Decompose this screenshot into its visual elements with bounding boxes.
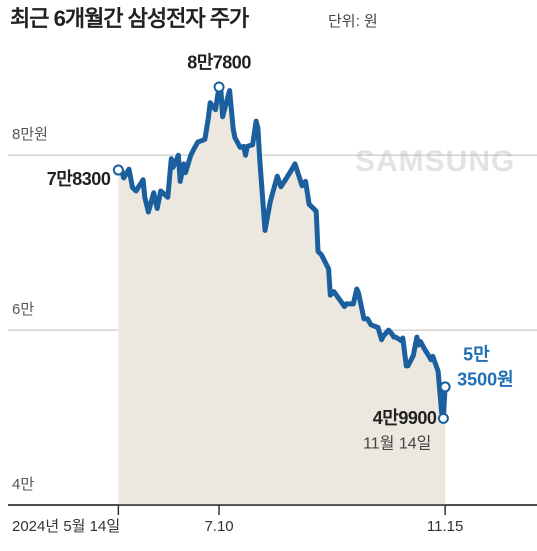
annotation: 8만7800 — [187, 53, 251, 73]
point-marker — [439, 381, 451, 393]
point-marker — [112, 164, 124, 176]
y-tick-label: 4만 — [12, 476, 34, 493]
unit-label: 단위: 원 — [328, 13, 378, 30]
logo-watermark: SAMSUNG — [355, 145, 515, 178]
annotation: 11월 14일 — [363, 435, 431, 453]
line — [115, 84, 448, 421]
x-tick-label: 7.10 — [204, 518, 233, 535]
point-marker — [437, 412, 449, 424]
annotation: 3500원 — [457, 370, 514, 390]
chart-title: 최근 6개월간 삼성전자 주가 — [10, 6, 249, 31]
area — [118, 87, 446, 505]
x-tick-label: 2024년 5월 14일 — [12, 518, 120, 535]
annotation: 5만 — [463, 345, 490, 365]
annotation: 4만9900 — [373, 408, 437, 428]
x-tick-label: 11.15 — [427, 518, 463, 535]
point-marker — [213, 81, 225, 93]
y-tick-label: 6만 — [12, 301, 34, 318]
y-tick-label: 8만원 — [12, 126, 48, 143]
annotation: 7만8300 — [47, 169, 111, 189]
